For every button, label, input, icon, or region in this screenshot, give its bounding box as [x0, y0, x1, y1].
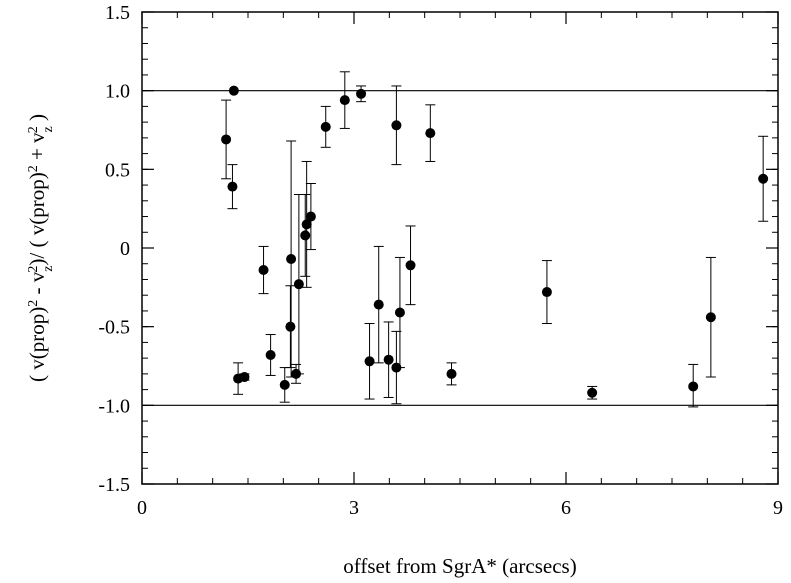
data-point — [383, 354, 394, 365]
data-point — [258, 265, 269, 276]
reference-lines — [142, 90, 778, 406]
data-point — [305, 211, 316, 222]
y-axis-title: ( v(prop)2 - vz2)/ ( v(prop)2 + vz2 ) — [25, 114, 56, 382]
data-point — [221, 134, 232, 145]
data-point — [541, 287, 552, 298]
data-point — [285, 321, 296, 332]
data-point — [293, 279, 304, 290]
y-tick-label: 0.5 — [105, 159, 130, 181]
data-point — [364, 356, 375, 367]
x-tick-labels: 0 3 6 9 — [137, 497, 783, 519]
data-point — [405, 260, 416, 271]
data-point — [425, 128, 436, 139]
data-point — [339, 95, 350, 106]
data-point — [227, 181, 238, 192]
data-point — [286, 254, 297, 265]
data-points — [221, 85, 769, 398]
data-point — [239, 372, 250, 383]
x-tick-label: 0 — [137, 497, 147, 519]
y-tick-labels: 1.5 1.0 0.5 0 -0.5 -1.0 -1.5 — [98, 2, 130, 496]
y-tick-label: -1.0 — [98, 395, 130, 417]
data-point — [587, 387, 598, 398]
x-tick-label: 9 — [773, 497, 783, 519]
y-tick-label: 1.5 — [105, 2, 130, 24]
data-point — [300, 230, 311, 241]
data-point — [391, 362, 402, 373]
data-point — [446, 368, 457, 379]
y-tick-label: 0 — [120, 238, 130, 260]
y-tick-label: -1.5 — [98, 474, 130, 496]
data-point — [688, 381, 699, 392]
x-tick-label: 6 — [561, 497, 571, 519]
data-point — [279, 379, 290, 390]
major-ticks — [141, 11, 779, 485]
data-point — [373, 299, 384, 310]
y-tick-label: -0.5 — [98, 317, 130, 339]
data-point — [228, 85, 239, 96]
data-point — [391, 120, 402, 131]
plot-frame — [141, 11, 779, 485]
y-tick-label: 1.0 — [105, 81, 130, 103]
minor-ticks — [141, 11, 779, 485]
x-tick-label: 3 — [349, 497, 359, 519]
data-point — [291, 368, 302, 379]
data-point — [301, 219, 312, 230]
data-point — [320, 121, 331, 132]
x-axis-title: offset from SgrA* (arcsecs) — [343, 554, 576, 578]
data-point — [705, 312, 716, 323]
data-point — [265, 349, 276, 360]
data-point — [394, 307, 405, 318]
data-point — [758, 173, 769, 184]
data-point — [356, 88, 367, 99]
